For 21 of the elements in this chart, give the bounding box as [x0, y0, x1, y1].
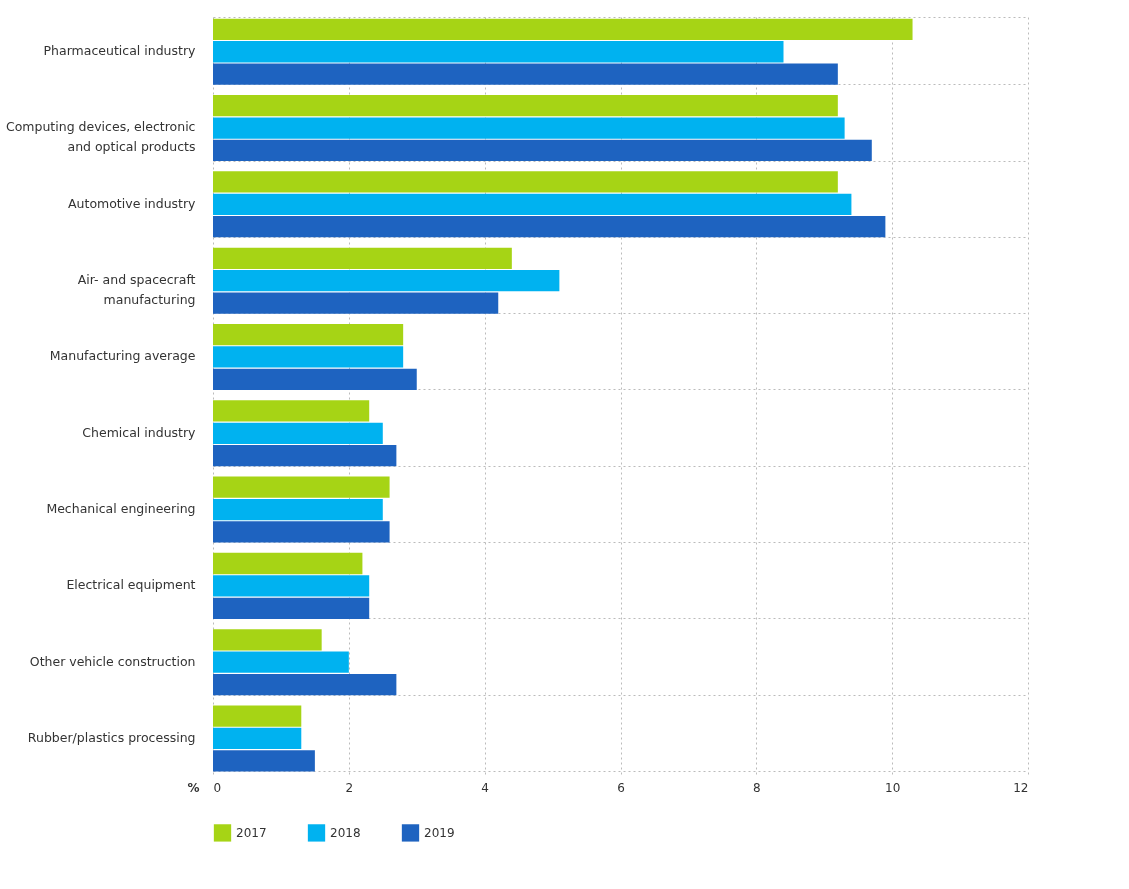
x-tick-label: 4	[481, 780, 489, 795]
y-tick-label: Pharmaceutical industry	[43, 43, 197, 59]
y-tick-label: Electrical equipment	[66, 577, 196, 593]
legend-label: 2018	[330, 825, 361, 840]
y-tick-label: Rubber/plastics processing	[27, 729, 196, 745]
y-tick-label: Automotive industry	[68, 195, 197, 211]
legend-label: 2017	[236, 825, 267, 840]
legend-label: 2019	[424, 825, 455, 840]
y-tick-label: Air- and spacecraft manufacturing	[77, 272, 196, 308]
x-tick-label: 8	[753, 780, 761, 795]
y-tick-label: Computing devices, electronic and optical products	[5, 119, 196, 155]
y-tick-label: Other vehicle construction	[29, 653, 196, 669]
y-tick-label: Manufacturing average	[49, 348, 196, 364]
x-tick-label: 10	[885, 780, 901, 795]
x-tick-label: 12	[1013, 780, 1029, 795]
x-axis-title: %	[187, 780, 200, 795]
y-tick-label: Chemical industry	[82, 424, 197, 440]
x-tick-label: 2	[345, 780, 354, 795]
x-tick-label: 6	[617, 780, 625, 795]
y-tick-label: Mechanical engineering	[46, 500, 196, 516]
x-tick-label: 0	[213, 780, 222, 795]
